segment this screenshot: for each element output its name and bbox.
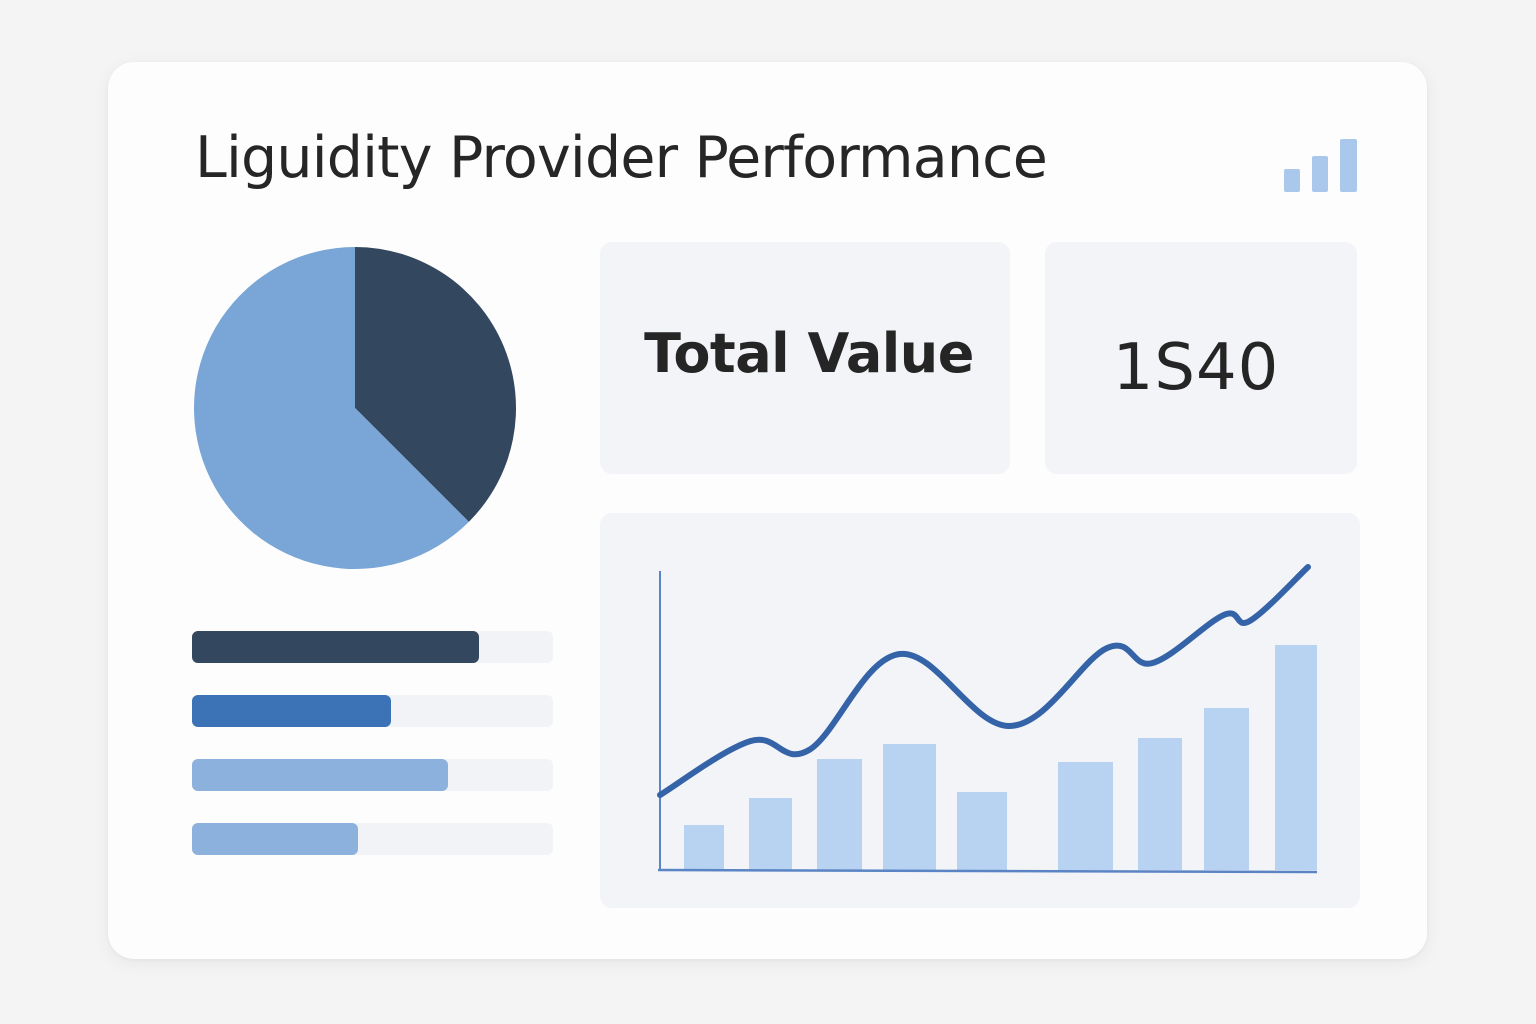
total-value-label-card: Total Value bbox=[600, 242, 1010, 474]
combo-chart bbox=[657, 564, 1318, 874]
chart-bar bbox=[684, 825, 724, 870]
progress-bar bbox=[192, 695, 553, 727]
chart-bar bbox=[1058, 762, 1113, 870]
progress-bar bbox=[192, 631, 553, 663]
chart-bar bbox=[883, 744, 936, 870]
x-axis bbox=[657, 868, 1318, 874]
progress-bar-fill bbox=[192, 759, 449, 791]
progress-bar-fill bbox=[192, 823, 359, 855]
pie-chart bbox=[190, 243, 520, 575]
progress-bar bbox=[192, 823, 553, 855]
page-title: Liguidity Provider Performance bbox=[195, 125, 1048, 191]
bar-chart-icon[interactable] bbox=[1283, 138, 1359, 194]
progress-bar bbox=[192, 759, 553, 791]
chart-bar bbox=[1275, 645, 1317, 870]
chart-bar bbox=[749, 798, 792, 870]
chart-bar bbox=[1204, 708, 1249, 870]
trend-line bbox=[657, 564, 1311, 798]
total-value-label: Total Value bbox=[644, 321, 974, 385]
total-value-number: 1S40 bbox=[1112, 331, 1280, 405]
combo-chart-panel bbox=[600, 513, 1360, 908]
chart-bar bbox=[1138, 738, 1182, 870]
chart-bar bbox=[957, 792, 1007, 870]
pie-slice bbox=[355, 247, 516, 522]
chart-bar bbox=[817, 759, 862, 870]
total-value-card: 1S40 bbox=[1045, 242, 1357, 474]
progress-bar-fill bbox=[192, 695, 391, 727]
pie-slice bbox=[194, 247, 469, 569]
progress-bar-fill bbox=[192, 631, 479, 663]
progress-bar-list bbox=[192, 631, 553, 887]
chart-bars bbox=[684, 645, 1317, 870]
